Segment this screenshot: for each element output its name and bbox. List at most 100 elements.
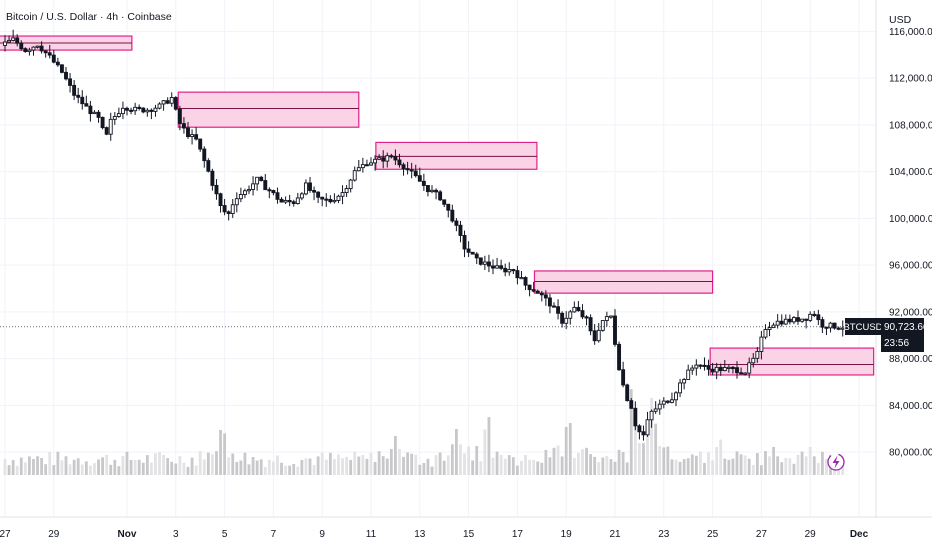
candle-body — [222, 205, 227, 213]
volume-bar — [48, 451, 52, 475]
candle-body — [625, 384, 630, 402]
lightning-icon[interactable] — [827, 453, 845, 471]
volume-bar — [166, 458, 170, 475]
candle-body — [564, 317, 569, 324]
volume-bar — [304, 458, 308, 475]
candle-body — [743, 372, 748, 375]
volume-bar — [36, 456, 39, 475]
candle-body — [682, 379, 687, 384]
volume-bar — [101, 457, 104, 475]
volume-bar — [455, 429, 458, 475]
volume-bar — [219, 429, 222, 475]
candle-body — [735, 367, 739, 374]
volume-bar — [503, 458, 507, 475]
currency-label[interactable]: USD — [889, 14, 912, 26]
volume-bar — [129, 459, 133, 475]
volume-bar — [638, 442, 641, 475]
candle-body — [661, 400, 666, 405]
volume-bar — [674, 459, 678, 475]
volume-bar — [768, 456, 771, 475]
candle-body — [430, 189, 434, 193]
volume-bar — [154, 453, 157, 475]
volume-bar — [629, 389, 633, 475]
price-candles — [3, 29, 845, 441]
volume-bar — [601, 457, 605, 475]
candle-body — [145, 109, 150, 113]
volume-bar — [52, 465, 56, 475]
volume-bar — [800, 451, 804, 475]
candle-body — [613, 315, 617, 345]
candle-body — [572, 306, 577, 313]
time-axis[interactable]: 27 29 Nov 3 5 7 9 11 13 15 17 19 21 23 25 27 29 Dec — [0, 529, 869, 540]
candle-body — [491, 265, 495, 269]
supply-demand-zones — [0, 35, 875, 376]
candle-body — [173, 97, 178, 110]
volume-bar — [613, 461, 617, 475]
candle-body — [104, 127, 109, 135]
volume-bar — [15, 465, 19, 475]
price-axis[interactable]: 116,000.00 112,000.00 108,000.00 104,000.00… — [889, 27, 932, 459]
volume-bar — [178, 456, 182, 475]
volume-bar — [544, 449, 548, 475]
candle-body — [767, 327, 772, 330]
candle-body — [739, 372, 744, 375]
candle-body — [751, 357, 756, 364]
volume-bar — [747, 458, 751, 475]
candle-body — [584, 316, 589, 319]
zone-box — [177, 91, 360, 128]
price-tag-value: 90,723.66 — [884, 322, 929, 333]
volume-bar — [215, 451, 218, 475]
candle-body — [503, 267, 508, 273]
volume-bar — [646, 423, 649, 475]
volume-bar — [109, 464, 113, 475]
volume-bar — [792, 463, 796, 475]
volume-bar — [170, 461, 174, 475]
time-axis-label: 3 — [173, 529, 179, 540]
volume-bar — [365, 458, 369, 475]
volume-bar — [341, 458, 344, 475]
candle-body — [165, 100, 170, 104]
candle-body — [259, 176, 264, 181]
price-axis-label: 96,000.00 — [889, 261, 932, 272]
candle-body — [649, 410, 654, 421]
candle-body — [446, 203, 451, 211]
price-axis-label: 104,000.00 — [889, 167, 932, 178]
candle-body — [226, 211, 231, 215]
candle-body — [133, 106, 138, 112]
volume-bar — [711, 460, 714, 475]
volume-bars — [3, 389, 845, 475]
candle-body — [352, 170, 357, 181]
volume-bar — [121, 456, 125, 475]
candle-body — [340, 192, 345, 197]
volume-bar — [150, 462, 153, 475]
candle-body — [438, 191, 443, 201]
candle-body — [393, 156, 398, 161]
candle-body — [96, 111, 101, 118]
zone-box — [375, 141, 538, 170]
candle-body — [755, 350, 760, 359]
price-axis-label: 116,000.00 — [889, 27, 932, 38]
time-axis-label: 23 — [658, 529, 670, 540]
volume-bar — [597, 462, 601, 475]
candle-body — [190, 134, 195, 138]
volume-bar — [450, 444, 454, 475]
candle-body — [824, 326, 829, 329]
candle-body — [51, 54, 56, 63]
volume-bar — [568, 423, 572, 475]
volume-bar — [678, 461, 682, 475]
volume-bar — [735, 451, 739, 475]
volume-bar — [280, 462, 283, 475]
volume-bar — [528, 459, 531, 475]
volume-bar — [670, 459, 674, 475]
volume-bar — [19, 457, 23, 475]
volume-bar — [520, 460, 523, 475]
volume-bar — [158, 452, 161, 475]
volume-bar — [141, 462, 145, 475]
candle-body — [694, 364, 699, 369]
candle-body — [474, 253, 479, 259]
time-axis-label: Dec — [850, 529, 869, 540]
candle-body — [783, 318, 788, 325]
volume-bar — [682, 459, 686, 475]
candle-body — [421, 180, 426, 186]
